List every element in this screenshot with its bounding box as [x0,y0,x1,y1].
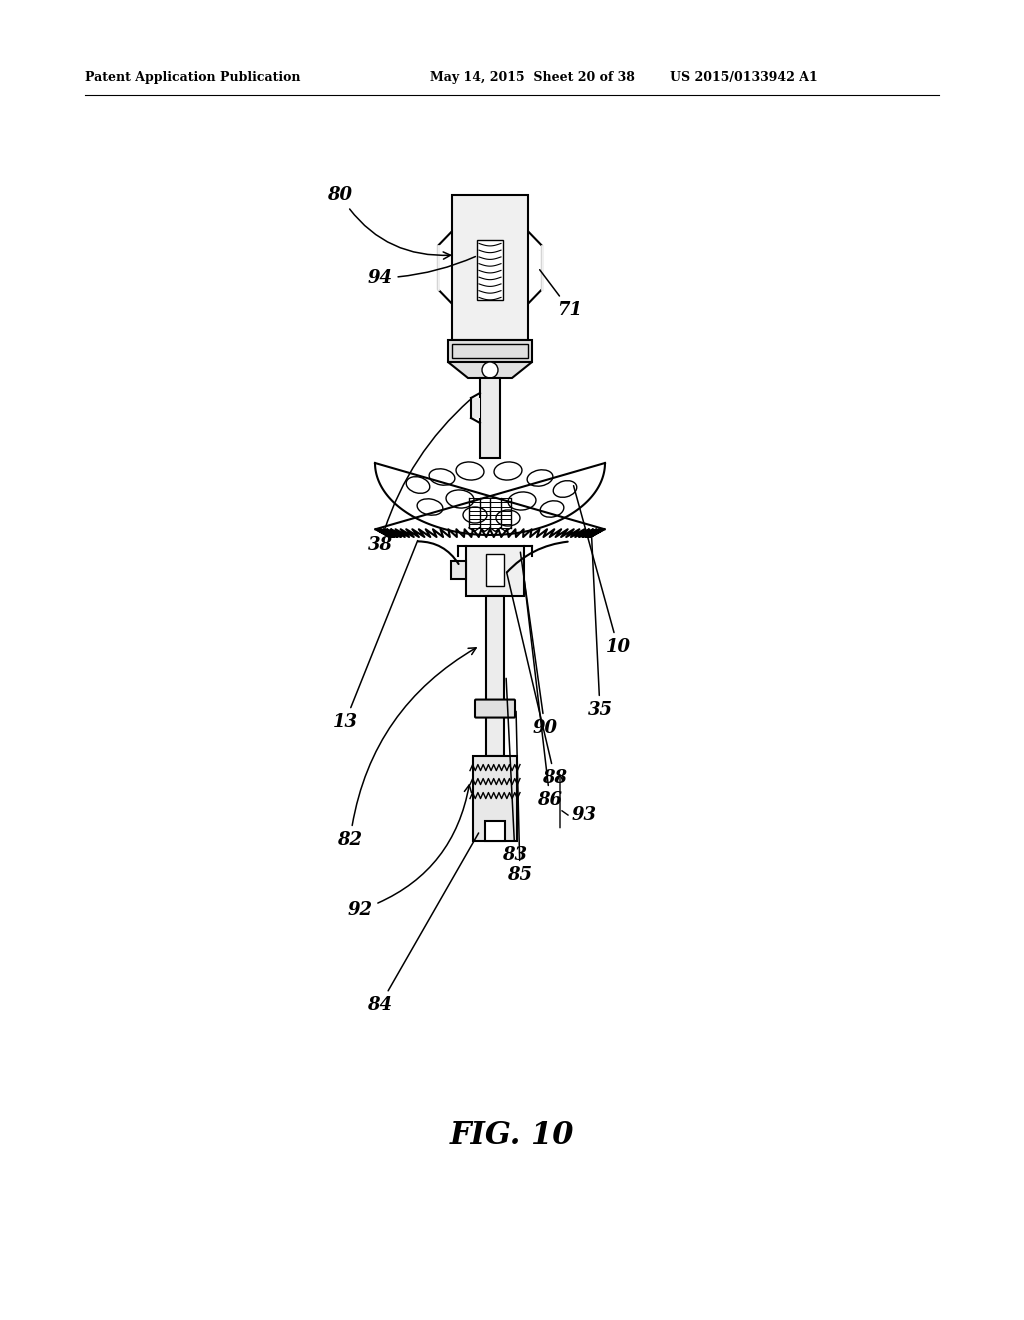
Text: 83: 83 [503,678,527,865]
Text: 90: 90 [520,552,557,737]
Bar [466,545,524,595]
FancyBboxPatch shape [475,700,515,718]
Ellipse shape [407,477,430,494]
Text: Patent Application Publication: Patent Application Publication [85,71,300,84]
Ellipse shape [540,500,564,517]
Ellipse shape [496,510,520,525]
Ellipse shape [429,469,455,486]
Text: 82: 82 [338,648,476,849]
Bar [486,595,504,755]
Text: 92: 92 [347,785,471,919]
Text: 94: 94 [368,256,475,286]
Bar [471,399,480,418]
Ellipse shape [463,507,487,523]
Ellipse shape [446,490,474,508]
Ellipse shape [527,470,553,486]
Text: May 14, 2015  Sheet 20 of 38: May 14, 2015 Sheet 20 of 38 [430,71,635,84]
Text: 88: 88 [507,573,567,787]
Bar [473,755,517,841]
Bar [451,561,466,578]
Circle shape [482,362,498,378]
Bar [480,378,500,458]
Text: 93: 93 [572,807,597,824]
Text: 71: 71 [540,269,583,319]
Bar [477,240,503,301]
Ellipse shape [456,462,484,480]
Bar [486,553,504,586]
Ellipse shape [508,492,536,510]
Text: 85: 85 [508,711,532,884]
Text: US 2015/0133942 A1: US 2015/0133942 A1 [670,71,818,84]
Ellipse shape [494,462,522,480]
Text: FIG. 10: FIG. 10 [450,1119,574,1151]
Text: 38: 38 [368,400,470,554]
Text: 86: 86 [524,581,562,809]
Bar [452,195,528,341]
Bar [452,345,528,358]
Text: 80: 80 [328,186,451,259]
Text: 13: 13 [333,540,418,731]
Text: 35: 35 [588,531,612,719]
Text: 84: 84 [368,833,478,1014]
Text: 10: 10 [573,486,631,656]
Ellipse shape [553,480,577,498]
Ellipse shape [417,499,442,515]
Polygon shape [449,362,532,378]
Bar [449,341,532,362]
Bar [485,821,505,841]
